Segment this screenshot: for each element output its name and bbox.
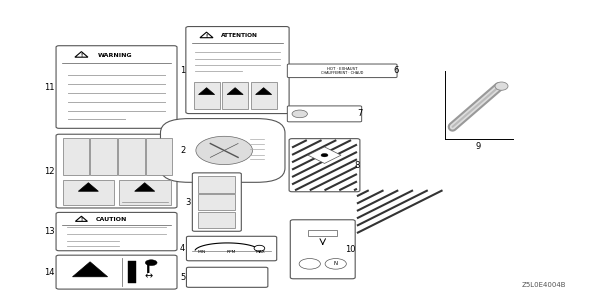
Circle shape xyxy=(321,153,328,157)
Text: I: I xyxy=(146,263,150,276)
Polygon shape xyxy=(78,183,99,191)
Text: !: ! xyxy=(80,53,83,58)
Text: 2: 2 xyxy=(180,146,185,155)
Polygon shape xyxy=(199,88,215,94)
Text: 6: 6 xyxy=(393,66,398,75)
Polygon shape xyxy=(227,88,243,94)
Bar xyxy=(146,138,172,175)
Bar xyxy=(308,230,337,236)
Bar xyxy=(63,138,89,175)
Text: 1: 1 xyxy=(180,66,185,75)
Circle shape xyxy=(292,110,307,118)
Text: 7: 7 xyxy=(358,109,363,118)
FancyBboxPatch shape xyxy=(289,139,360,192)
FancyBboxPatch shape xyxy=(287,106,362,122)
Polygon shape xyxy=(135,183,155,191)
Polygon shape xyxy=(255,88,271,94)
Text: MIN: MIN xyxy=(198,250,206,254)
Text: 10: 10 xyxy=(345,245,355,254)
Text: 13: 13 xyxy=(44,227,54,236)
Text: !: ! xyxy=(205,34,208,39)
Text: 11: 11 xyxy=(44,83,54,91)
Text: ATTENTION: ATTENTION xyxy=(221,34,258,38)
Text: 12: 12 xyxy=(44,167,54,176)
FancyBboxPatch shape xyxy=(186,27,289,114)
FancyBboxPatch shape xyxy=(290,220,355,279)
FancyBboxPatch shape xyxy=(56,255,177,289)
Ellipse shape xyxy=(254,245,265,251)
Text: 9: 9 xyxy=(476,142,480,150)
FancyBboxPatch shape xyxy=(186,267,268,287)
Bar xyxy=(198,212,235,228)
FancyBboxPatch shape xyxy=(56,212,177,251)
Bar xyxy=(128,261,136,283)
Text: CHAUFFEMENT · CHAUD: CHAUFFEMENT · CHAUD xyxy=(321,71,363,75)
FancyBboxPatch shape xyxy=(160,119,285,182)
Text: 14: 14 xyxy=(44,268,54,277)
Circle shape xyxy=(145,260,157,266)
Text: WARNING: WARNING xyxy=(97,53,132,58)
Bar xyxy=(90,138,117,175)
Text: N: N xyxy=(334,261,337,266)
Text: 4: 4 xyxy=(180,244,185,253)
Circle shape xyxy=(325,258,346,269)
FancyBboxPatch shape xyxy=(56,46,177,128)
Bar xyxy=(222,82,248,109)
Text: RPM: RPM xyxy=(227,250,236,254)
Bar xyxy=(194,82,219,109)
Circle shape xyxy=(196,136,253,165)
Text: HOT · EXHAUST: HOT · EXHAUST xyxy=(327,67,358,71)
Bar xyxy=(251,82,277,109)
FancyBboxPatch shape xyxy=(192,173,241,231)
Polygon shape xyxy=(308,147,341,163)
Bar xyxy=(119,180,171,205)
Bar xyxy=(198,176,235,193)
Polygon shape xyxy=(73,262,107,277)
Bar xyxy=(118,138,145,175)
Text: 3: 3 xyxy=(186,198,191,206)
Text: !: ! xyxy=(80,217,83,222)
Bar xyxy=(198,194,235,210)
Circle shape xyxy=(299,258,320,269)
FancyBboxPatch shape xyxy=(186,236,277,261)
Text: ↔: ↔ xyxy=(144,272,152,281)
Text: 5: 5 xyxy=(180,273,185,282)
Ellipse shape xyxy=(495,82,508,90)
FancyBboxPatch shape xyxy=(56,134,177,208)
Text: Z5L0E4004B: Z5L0E4004B xyxy=(522,282,566,288)
Text: MAX: MAX xyxy=(255,250,266,254)
Text: CAUTION: CAUTION xyxy=(96,217,127,222)
FancyBboxPatch shape xyxy=(287,64,397,78)
Text: 8: 8 xyxy=(355,161,360,170)
Bar xyxy=(63,180,114,205)
